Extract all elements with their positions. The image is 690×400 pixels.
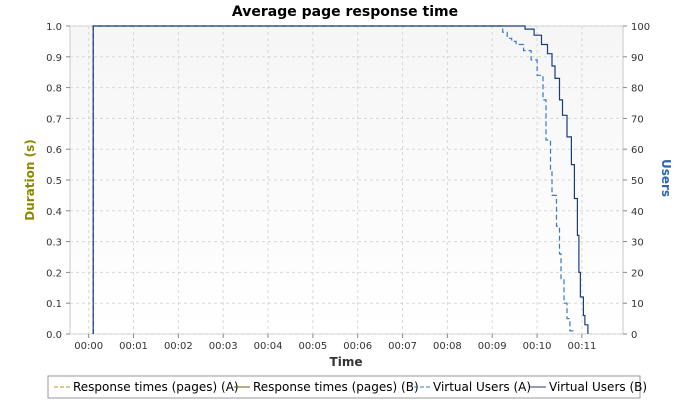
y-left-tick-label: 0.4	[46, 207, 62, 218]
series-lines	[92, 25, 589, 334]
y-right-tick-label: 30	[631, 238, 644, 249]
y-right-tick-label: 100	[631, 22, 650, 33]
y-axis-left-label: Duration (s)	[23, 139, 37, 220]
y-axis-right-label: Users	[659, 159, 673, 197]
y-right-tick-label: 50	[631, 176, 644, 187]
chart-title: Average page response time	[232, 4, 458, 20]
x-tick-label: 00:11	[567, 341, 596, 352]
y-left-tick-label: 1.0	[46, 22, 62, 33]
series-line-2	[92, 25, 574, 334]
y-right-tick-label: 0	[631, 330, 637, 341]
y-left-tick-label: 0.0	[46, 330, 62, 341]
legend-item-users-a: Virtual Users (A)	[414, 380, 531, 394]
y-left-tick-label: 0.7	[46, 114, 62, 125]
x-tick-label: 00:10	[523, 341, 552, 352]
legend-label-users-a: Virtual Users (A)	[433, 380, 531, 394]
y-left-tick-label: 0.2	[46, 268, 62, 279]
x-tick-label: 00:05	[298, 341, 327, 352]
y-right-tick-label: 40	[631, 207, 644, 218]
x-axis-label: Time	[330, 355, 363, 369]
legend-label-response-a: Response times (pages) (A)	[73, 380, 239, 394]
axes: 00:00 00:01 00:02 00:03 00:04 00:05 00:06 00:07…	[46, 22, 650, 352]
series-line-3	[92, 25, 589, 334]
x-tick-label: 00:06	[343, 341, 372, 352]
y-right-tick-label: 20	[631, 268, 644, 279]
x-tick-label: 00:01	[119, 341, 148, 352]
x-tick-label: 00:03	[209, 341, 238, 352]
y-right-tick-label: 60	[631, 145, 644, 156]
y-left-tick-label: 0.5	[46, 176, 62, 187]
x-tick-label: 00:08	[433, 341, 462, 352]
legend-box	[47, 375, 641, 399]
y-right-tick-label: 90	[631, 53, 644, 64]
y-left-tick-label: 0.3	[46, 238, 62, 249]
y-left-tick-label: 0.9	[46, 53, 62, 64]
x-tick-label: 00:09	[478, 341, 507, 352]
y-left-tick-label: 0.8	[46, 84, 62, 95]
legend-label-users-b: Virtual Users (B)	[549, 380, 647, 394]
y-right-tick-label: 70	[631, 114, 644, 125]
legend-item-response-a: Response times (pages) (A)	[54, 380, 239, 394]
x-tick-label: 00:04	[254, 341, 283, 352]
y-left-tick-label: 0.6	[46, 145, 62, 156]
legend-item-response-b: Response times (pages) (B)	[234, 380, 419, 394]
y-left-tick-label: 0.1	[46, 299, 62, 310]
y-right-tick-label: 10	[631, 299, 644, 310]
x-tick-label: 00:07	[388, 341, 417, 352]
y-right-tick-label: 80	[631, 84, 644, 95]
legend-label-response-b: Response times (pages) (B)	[253, 380, 419, 394]
legend-item-users-b: Virtual Users (B)	[530, 380, 647, 394]
x-tick-label: 00:00	[74, 341, 103, 352]
x-tick-label: 00:02	[164, 341, 193, 352]
